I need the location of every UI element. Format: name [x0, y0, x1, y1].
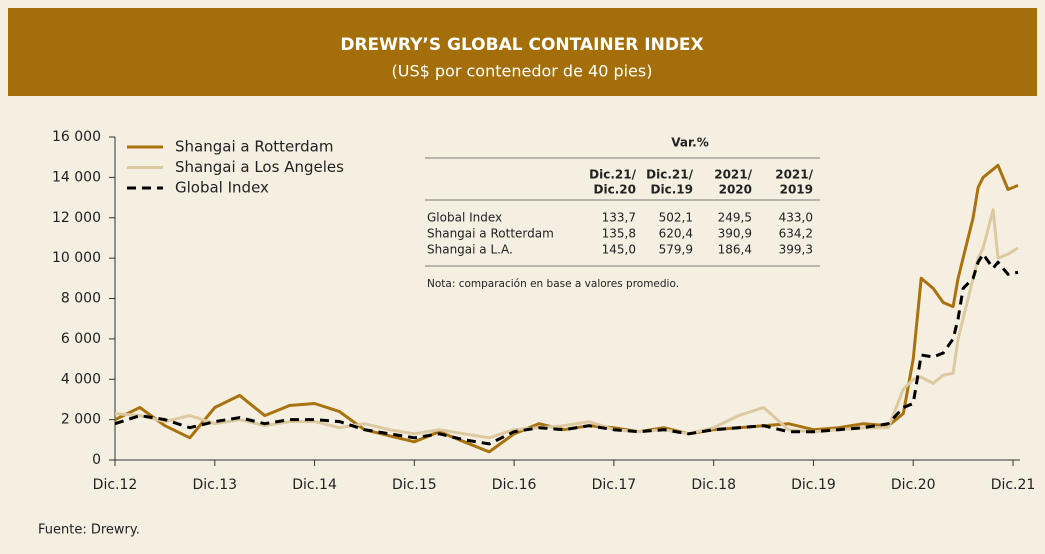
table-cell: 399,3 — [779, 243, 813, 257]
x-tick-label: Dic.17 — [592, 477, 637, 493]
x-tick-label: Dic.14 — [292, 477, 337, 493]
table-cell: 433,0 — [779, 211, 813, 225]
table-header: 2021/ — [775, 168, 813, 182]
x-tick-label: Dic.12 — [93, 477, 138, 493]
table-header: 2019 — [780, 183, 813, 197]
series-line — [114, 252, 1019, 446]
table-note: Nota: comparación en base a valores prom… — [427, 278, 679, 290]
table-row-label: Global Index — [427, 211, 502, 225]
table-cell: 249,5 — [718, 211, 752, 225]
table-header: 2020 — [719, 183, 752, 197]
table-cell: 390,9 — [718, 227, 752, 241]
y-tick-label: 16 000 — [52, 129, 101, 145]
table-cell: 135,8 — [602, 227, 636, 241]
y-tick-label: 4 000 — [61, 371, 101, 387]
y-tick-label: 14 000 — [52, 169, 101, 185]
table-cell: 620,4 — [659, 227, 693, 241]
table-header: Dic.21/ — [646, 168, 693, 182]
y-tick-label: 0 — [92, 452, 101, 468]
legend-label: Shangai a Los Angeles — [175, 158, 344, 176]
table-cell: 133,7 — [602, 211, 636, 225]
table-header: Dic.20 — [594, 183, 636, 197]
x-tick-label: Dic.13 — [192, 477, 237, 493]
table-row-label: Shangai a L.A. — [427, 243, 513, 257]
chart-title: DREWRY’S GLOBAL CONTAINER INDEX — [340, 35, 703, 55]
y-tick-label: 12 000 — [52, 210, 101, 226]
x-tick-label: Dic.20 — [891, 477, 936, 493]
x-tick-label: Dic.21 — [991, 477, 1036, 493]
table-cell: 502,1 — [659, 211, 693, 225]
x-tick-label: Dic.16 — [492, 477, 537, 493]
table-row-label: Shangai a Rotterdam — [427, 227, 554, 241]
y-tick-label: 2 000 — [61, 412, 101, 428]
legend-label: Shangai a Rotterdam — [175, 138, 333, 156]
y-tick-label: 8 000 — [61, 291, 101, 307]
chart-subtitle: (US$ por contenedor de 40 pies) — [392, 62, 653, 81]
table-cell: 634,2 — [779, 227, 813, 241]
header-band — [8, 8, 1037, 96]
x-tick-label: Dic.18 — [691, 477, 736, 493]
table-header: Dic.21/ — [589, 168, 636, 182]
table-header: 2021/ — [714, 168, 752, 182]
legend-label: Global Index — [175, 179, 269, 197]
table-cell: 186,4 — [718, 243, 752, 257]
table-cell: 579,9 — [659, 243, 693, 257]
source: Fuente: Drewry. — [38, 523, 140, 538]
x-tick-label: Dic.15 — [392, 477, 437, 493]
table-cell: 145,0 — [602, 243, 636, 257]
table-header: Dic.19 — [651, 183, 693, 197]
x-tick-label: Dic.19 — [791, 477, 836, 493]
table-title: Var.% — [671, 136, 709, 150]
y-tick-label: 10 000 — [52, 250, 101, 266]
y-tick-label: 6 000 — [61, 331, 101, 347]
